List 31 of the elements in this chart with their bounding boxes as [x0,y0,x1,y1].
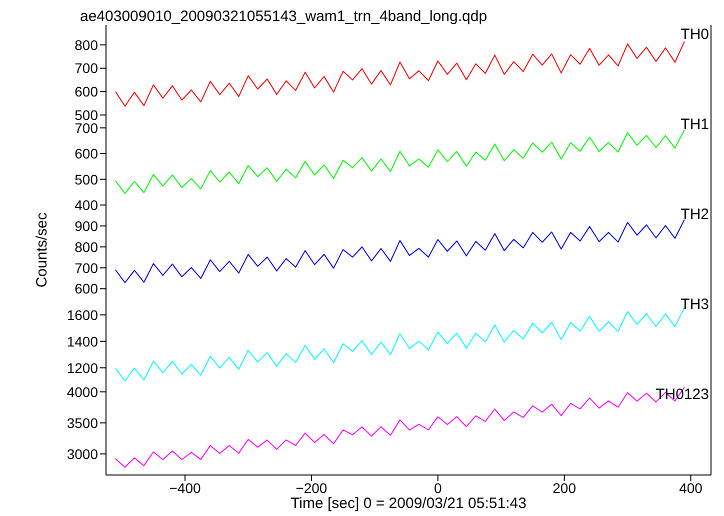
y-tick-label: 800 [74,238,98,255]
y-tick-label: 400 [74,196,98,213]
x-tick-label: 0 [434,480,442,496]
y-tick-label: 800 [74,36,98,53]
y-tick-label: 4000 [66,384,98,400]
line-series [114,219,685,284]
y-tick-label: 600 [74,146,98,162]
y-tick-label: 1400 [66,333,98,350]
x-tick-label: −400 [169,480,201,496]
y-tick-label: 3500 [66,414,98,431]
y-tick-label: 1600 [66,306,98,323]
y-tick-label: 700 [74,260,98,276]
y-tick-label: 3000 [66,446,98,462]
line-series [114,129,685,194]
x-tick-label: 400 [679,480,703,496]
series-label: TH0 [680,26,709,43]
x-tick-label: 200 [552,480,576,496]
series-label: TH1 [680,116,709,133]
y-tick-label: 500 [74,171,98,188]
x-axis-title: Time [sec] 0 = 2009/03/21 05:51:43 [290,495,528,512]
y-tick-label: 900 [74,218,98,234]
y-tick-label: 600 [74,280,98,297]
y-tick-label: 1200 [66,360,98,376]
x-tick-label: −200 [296,480,328,496]
y-tick-label: 600 [74,84,98,100]
series-label: TH3 [680,296,709,313]
line-series [114,41,685,107]
y-axis-title: Counts/sec [34,212,50,288]
chart-title: ae403009010_20090321055143_wam1_trn_4band_long.qdp [80,8,488,25]
y-tick-label: 700 [74,60,98,76]
series-label: TH2 [680,206,709,223]
